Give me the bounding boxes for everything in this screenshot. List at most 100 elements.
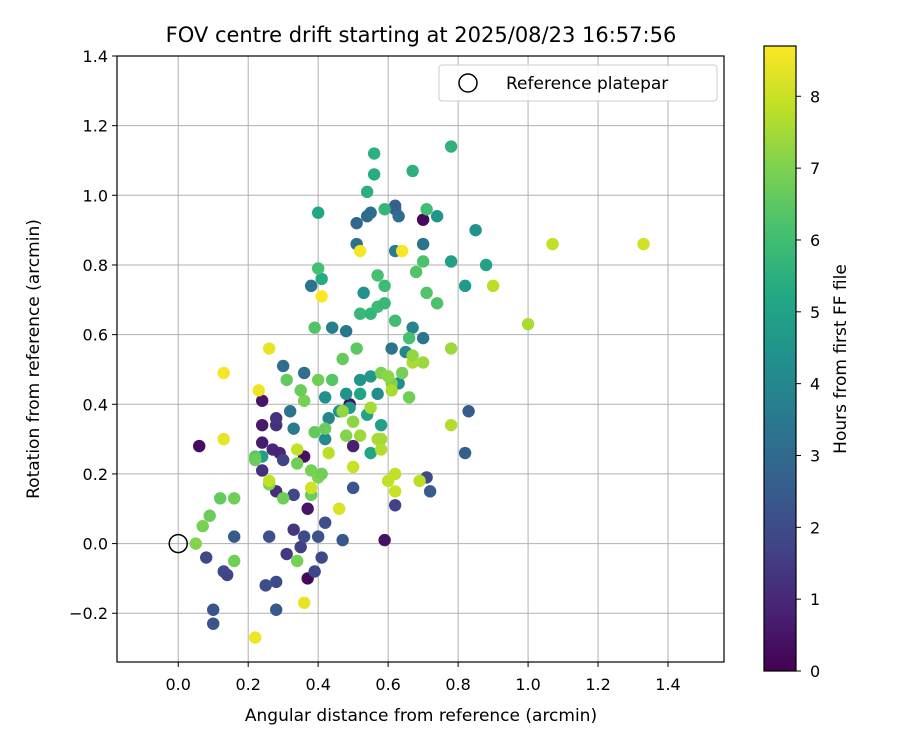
scatter-point [444,255,458,268]
x-tick-label: 0.2 [235,675,260,694]
scatter-point [322,412,335,425]
scatter-point [385,384,398,397]
legend-entry-reference-platepar: Reference platepar [506,74,668,94]
colorbar-ticks: 0 1 2 3 4 5 6 7 8 [796,87,820,681]
scatter-point [276,492,290,505]
scatter-point [444,418,458,432]
scatter-point [248,453,262,467]
scatter-point [318,422,332,435]
chart-title: FOV centre drift starting at 2025/08/23 … [166,23,677,47]
scatter-point [637,237,650,251]
scatter-point [388,314,402,327]
scatter-point [413,474,426,488]
scatter-points [189,140,650,644]
scatter-point [350,342,363,355]
scatter-point [360,185,374,199]
scatter-point [276,453,290,467]
colorbar-tick-label: 3 [810,446,820,465]
scatter-point [318,391,332,404]
scatter-point [469,223,482,237]
scatter-point [395,244,409,258]
scatter-point [297,394,311,407]
scatter-point [420,286,433,300]
y-axis-ticks: −0.2 0.0 0.2 0.4 0.6 0.8 1.0 1.2 1.4 [69,47,117,623]
scatter-point [353,387,367,401]
scatter-point [346,460,360,474]
scatter-point [430,297,444,310]
x-axis-ticks: 0.0 0.2 0.4 0.6 0.8 1.0 1.2 1.4 [165,662,681,694]
scatter-point [406,164,419,178]
scatter-point [367,147,381,160]
x-tick-label: 1.0 [515,675,540,694]
legend: Reference platepar [438,64,718,102]
scatter-point [269,412,283,425]
scatter-point [409,265,423,279]
scatter-point [353,429,367,442]
scatter-point [346,439,360,453]
y-tick-label: 1.2 [83,117,108,136]
scatter-point [290,554,304,568]
x-tick-label: 0.6 [375,675,400,694]
scatter-point [395,366,409,380]
colorbar-tick-label: 0 [810,662,820,681]
x-tick-label: 0.4 [305,675,330,694]
scatter-point [308,565,321,578]
plot-frame [116,55,725,663]
scatter-point [193,439,206,453]
scatter-point [189,537,202,550]
x-tick-label: 0.8 [445,675,470,694]
scatter-point [444,342,458,355]
scatter-point [308,321,321,334]
scatter-point [339,324,353,338]
colorbar-tick-label: 4 [810,375,820,394]
scatter-point [280,373,293,387]
scatter-point [353,244,367,258]
scatter-point [311,530,325,543]
scatter-point [262,474,276,488]
scatter-point [207,617,220,630]
colorbar-tick-label: 7 [810,159,820,178]
scatter-point [294,540,307,554]
scatter-point [364,370,377,383]
scatter-point [255,436,269,449]
colorbar-tick-label: 1 [810,590,820,609]
scatter-point [301,502,314,515]
scatter-point [276,359,290,373]
scatter-point [228,554,241,568]
scatter-point [203,509,216,522]
reference-platepar-marker [168,533,188,554]
scatter-point [378,203,391,216]
scatter-point [388,467,402,481]
scatter-point [381,370,395,383]
colorbar-tick-label: 2 [810,518,820,537]
x-axis-label: Angular distance from reference (arcmin) [245,706,597,726]
colorbar-tick-label: 5 [810,303,820,322]
x-tick-label: 1.4 [655,675,680,694]
scatter-point [378,533,391,547]
scatter-point [308,425,321,439]
scatter-point [374,443,388,456]
scatter-point [290,457,304,470]
colorbar-label: Hours from first FF file [831,264,851,454]
scatter-point [287,523,300,536]
scatter-point [315,551,328,564]
scatter-point [290,443,304,456]
scatter-point [392,210,405,223]
scatter-point [283,405,297,418]
scatter-point [248,631,262,644]
scatter-point [444,140,458,153]
scatter-point [304,481,318,495]
scatter-point [346,481,360,495]
scatter-point [332,502,346,515]
scatter-point [367,168,381,181]
scatter-point [353,307,367,320]
scatter-point [217,366,230,380]
y-tick-label: 0.2 [83,465,108,484]
scatter-point [287,422,300,435]
y-tick-label: 0.4 [83,395,108,414]
scatter-point [318,432,332,446]
scatter-point [315,290,328,303]
scatter-point [462,405,475,418]
